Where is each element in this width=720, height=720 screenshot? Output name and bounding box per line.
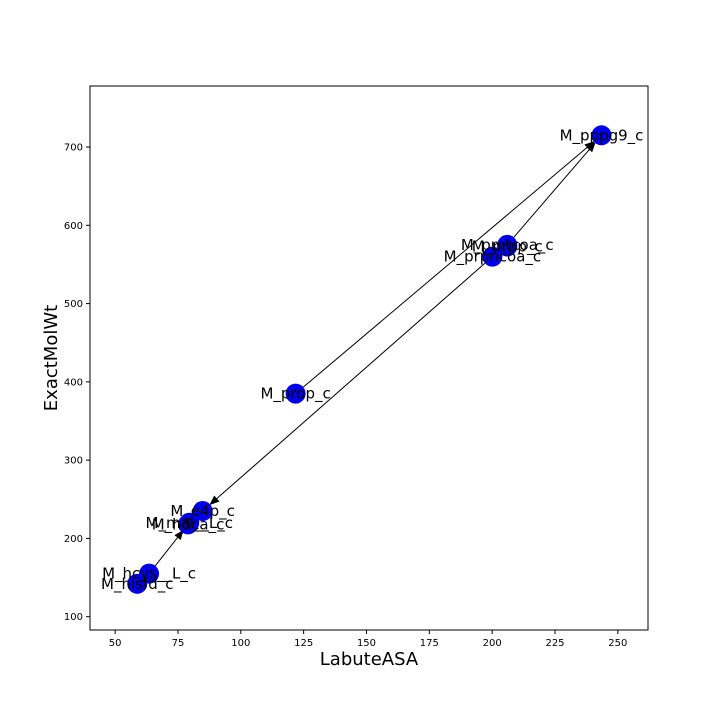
x-tick-label: 125 bbox=[294, 638, 313, 649]
y-tick-label: 400 bbox=[64, 377, 83, 388]
y-tick-label: 200 bbox=[64, 534, 83, 545]
y-tick-label: 100 bbox=[64, 612, 83, 623]
plot-area bbox=[89, 85, 649, 631]
point-label: M_mal__L_c bbox=[146, 514, 234, 533]
labels-layer: M_prpncoa_cM_pmtcoa_cM_prpp_c M_pppg9_c M_… bbox=[101, 126, 643, 594]
y-tick-label: 700 bbox=[64, 143, 83, 154]
data-point bbox=[591, 125, 612, 146]
data-point bbox=[482, 246, 503, 267]
data-point bbox=[192, 501, 213, 522]
x-tick-label: 225 bbox=[545, 638, 564, 649]
x-tick-label: 75 bbox=[172, 638, 185, 649]
point-label: M_prop_c bbox=[260, 385, 330, 404]
data-point bbox=[127, 573, 148, 594]
data-point bbox=[178, 514, 199, 535]
point-label: M_prpp_c bbox=[472, 237, 543, 256]
edge-arrow bbox=[209, 262, 486, 506]
point-label: M_hdca_c bbox=[152, 515, 225, 534]
points-layer bbox=[127, 125, 612, 594]
x-axis-ticks: 50 75 100 125 150 175 200 225 250 bbox=[109, 630, 627, 649]
y-tick-label: 600 bbox=[64, 221, 83, 232]
y-axis-label: ExactMolWt bbox=[41, 305, 62, 411]
data-point bbox=[285, 383, 306, 404]
point-label: M_hcys__L_c bbox=[102, 565, 196, 584]
x-tick-label: 50 bbox=[109, 638, 122, 649]
point-label: M_prpncoa_c bbox=[444, 248, 542, 267]
x-tick-label: 100 bbox=[231, 638, 250, 649]
edge-arrow bbox=[513, 142, 596, 238]
point-label: M_hisfd_c bbox=[101, 575, 173, 594]
x-tick-label: 175 bbox=[420, 638, 439, 649]
point-label: M_pppg9_c bbox=[560, 126, 644, 145]
data-point bbox=[497, 236, 518, 257]
y-tick-label: 500 bbox=[64, 299, 83, 310]
edge-arrow bbox=[154, 529, 184, 567]
x-tick-label: 200 bbox=[483, 638, 502, 649]
point-label: M_pmtcoa_c bbox=[461, 236, 554, 255]
x-axis-label: LabuteASA bbox=[320, 649, 419, 670]
x-tick-label: 150 bbox=[357, 638, 376, 649]
point-label: M_e4p_c bbox=[170, 502, 234, 521]
edges-layer bbox=[154, 141, 596, 567]
y-axis-ticks: 100 200 300 400 500 600 700 bbox=[64, 143, 90, 623]
edge-arrow bbox=[302, 141, 595, 388]
y-tick-label: 300 bbox=[64, 456, 83, 467]
x-tick-label: 250 bbox=[608, 638, 627, 649]
